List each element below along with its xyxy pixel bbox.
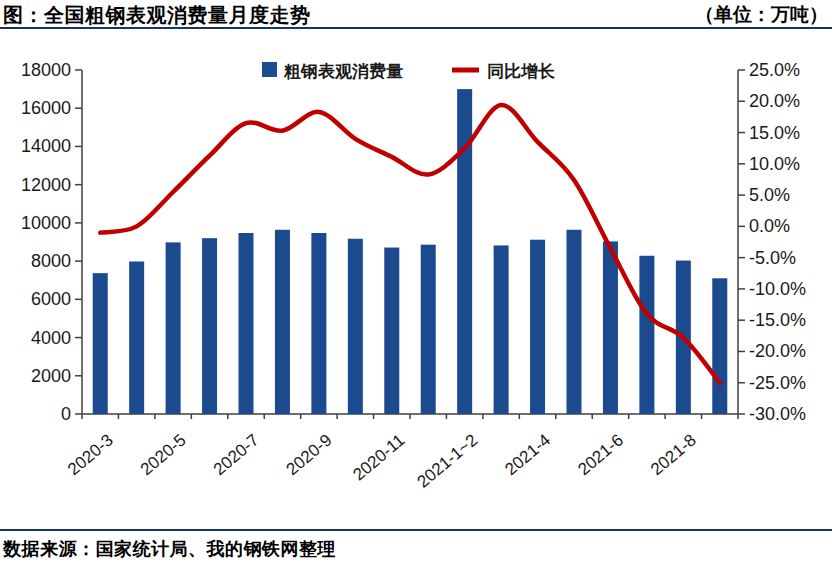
x-axis-label: 2021-8	[647, 431, 700, 480]
right-axis-tick-label: -25.0%	[749, 373, 806, 393]
legend-line-label: 同比增长	[487, 62, 556, 81]
x-axis-label: 2021-1~2	[414, 431, 482, 492]
x-axis-label: 2021-4	[501, 431, 554, 480]
x-axis-label: 2020-5	[137, 431, 190, 480]
chart-area: 0 2000 4000 6000 8000 10000 12000 14000 16000 180…	[0, 0, 832, 530]
consumption-bar	[384, 248, 399, 414]
left-axis-tick-label: 10000	[21, 213, 71, 233]
x-axis-label: 2020-9	[283, 431, 336, 480]
right-axis-tick-label: 20.0%	[749, 91, 800, 111]
x-axis-label: 2021-6	[574, 431, 627, 480]
consumption-bar	[712, 278, 727, 414]
consumption-bar	[494, 245, 509, 414]
right-axis-tick-label: 0.0%	[749, 216, 790, 236]
right-axis-tick-label: -10.0%	[749, 279, 806, 299]
footer-divider	[0, 529, 832, 531]
legend-bar-label: 粗钢表观消费量	[283, 62, 403, 81]
yoy-growth-line	[100, 105, 720, 383]
right-axis-tick-label: -5.0%	[749, 248, 796, 268]
consumption-bar	[311, 233, 326, 414]
consumption-bar	[421, 245, 436, 414]
consumption-bar	[93, 273, 108, 414]
consumption-bar	[530, 240, 545, 414]
consumption-bar	[239, 233, 254, 414]
steel-consumption-combo-chart: 0 2000 4000 6000 8000 10000 12000 14000 16000 180…	[0, 0, 832, 530]
legend-bar-swatch	[262, 62, 277, 77]
consumption-bar	[275, 230, 290, 414]
consumption-bar	[166, 242, 181, 414]
left-axis-tick-label: 4000	[31, 328, 71, 348]
left-axis-tick-label: 12000	[21, 175, 71, 195]
left-axis-tick-label: 16000	[21, 98, 71, 118]
report-page: 图：全国粗钢表观消费量月度走势 （单位：万吨） 0200040006000800…	[0, 0, 832, 564]
x-axis-label: 2020-11	[349, 431, 408, 485]
consumption-bar	[348, 239, 363, 414]
data-source: 数据来源：国家统计局、我的钢铁网整理	[3, 537, 336, 561]
consumption-bar	[129, 261, 144, 414]
right-axis-tick-label: -30.0%	[749, 404, 806, 424]
left-axis-tick-label: 2000	[31, 366, 71, 386]
consumption-bar	[603, 241, 618, 414]
consumption-bar	[639, 256, 654, 414]
left-axis-tick-label: 14000	[21, 136, 71, 156]
consumption-bar	[202, 238, 217, 414]
consumption-bar	[457, 89, 472, 414]
right-axis-tick-label: 25.0%	[749, 60, 800, 80]
left-axis-tick-label: 0	[61, 404, 71, 424]
left-axis-tick-label: 6000	[31, 289, 71, 309]
right-axis-tick-label: 10.0%	[749, 154, 800, 174]
right-axis-tick-label: 5.0%	[749, 185, 790, 205]
right-axis-tick-label: 15.0%	[749, 123, 800, 143]
x-axis-label: 2020-3	[64, 431, 117, 480]
x-axis-label: 2020-7	[210, 431, 263, 480]
right-axis-tick-label: -20.0%	[749, 341, 806, 361]
right-axis-tick-label: -15.0%	[749, 310, 806, 330]
left-axis-tick-label: 8000	[31, 251, 71, 271]
left-axis-tick-label: 18000	[21, 60, 71, 80]
consumption-bar	[567, 230, 582, 414]
